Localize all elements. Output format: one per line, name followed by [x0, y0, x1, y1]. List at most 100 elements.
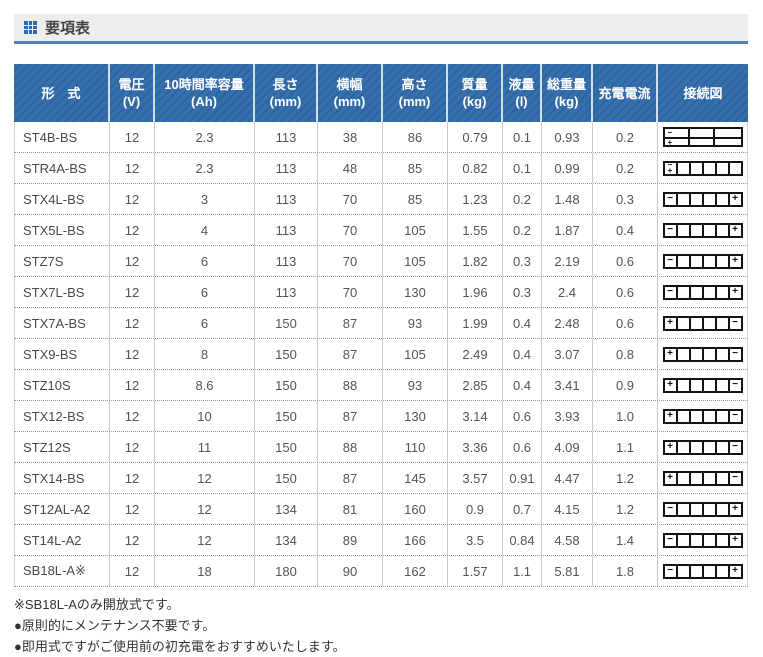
cell-width: 70: [318, 246, 383, 276]
cell-capacity: 3: [155, 184, 255, 214]
connection-diagram: + −: [662, 470, 743, 486]
cell-width: 87: [318, 463, 383, 493]
cell-mass: 2.85: [448, 370, 503, 400]
cell-width: 70: [318, 184, 383, 214]
cell-model: STZ7S: [14, 246, 110, 276]
cell-voltage: 12: [110, 494, 155, 524]
cell-mass: 1.23: [448, 184, 503, 214]
cell-capacity: 8: [155, 339, 255, 369]
note-item: ※SB18L-Aのみ開放式です。: [14, 597, 180, 612]
column-header-model: 形 式: [14, 64, 110, 122]
cell-length: 113: [255, 246, 318, 276]
cell-mass: 2.49: [448, 339, 503, 369]
cell-connection-diagram: − +: [658, 246, 748, 276]
cell-voltage: 12: [110, 215, 155, 245]
cell-connection-diagram: + −: [658, 463, 748, 493]
cell-liquid: 0.4: [503, 339, 542, 369]
cell-total_weight: 4.47: [542, 463, 593, 493]
cell-length: 113: [255, 277, 318, 307]
cell-length: 150: [255, 339, 318, 369]
cell-charge_current: 0.3: [593, 184, 658, 214]
cell-width: 70: [318, 215, 383, 245]
cell-liquid: 0.3: [503, 277, 542, 307]
cell-height: 105: [383, 246, 448, 276]
cell-mass: 1.82: [448, 246, 503, 276]
cell-capacity: 6: [155, 246, 255, 276]
column-header-charge_current: 充電電流: [593, 64, 658, 122]
cell-length: 150: [255, 463, 318, 493]
cell-length: 134: [255, 494, 318, 524]
cell-voltage: 12: [110, 401, 155, 431]
connection-diagram: + −: [662, 346, 743, 362]
table-row: ST14L-A2 12 12 134 89 166 3.5 0.84 4.58 1.4− +: [14, 525, 748, 556]
cell-connection-diagram: − +: [658, 122, 748, 152]
cell-voltage: 12: [110, 432, 155, 462]
cell-width: 38: [318, 122, 383, 152]
cell-total_weight: 3.07: [542, 339, 593, 369]
cell-width: 81: [318, 494, 383, 524]
cell-model: STZ12S: [14, 432, 110, 462]
cell-total_weight: 2.48: [542, 308, 593, 338]
cell-capacity: 4: [155, 215, 255, 245]
cell-connection-diagram: + −: [658, 339, 748, 369]
cell-mass: 3.5: [448, 525, 503, 555]
cell-height: 93: [383, 370, 448, 400]
cell-model: STX5L-BS: [14, 215, 110, 245]
cell-height: 93: [383, 308, 448, 338]
cell-total_weight: 2.19: [542, 246, 593, 276]
connection-diagram: + −: [662, 408, 743, 424]
cell-mass: 1.99: [448, 308, 503, 338]
cell-length: 134: [255, 525, 318, 555]
cell-voltage: 12: [110, 556, 155, 586]
cell-charge_current: 1.8: [593, 556, 658, 586]
cell-charge_current: 0.6: [593, 246, 658, 276]
cell-liquid: 0.4: [503, 370, 542, 400]
cell-charge_current: 1.2: [593, 463, 658, 493]
cell-model: STX14-BS: [14, 463, 110, 493]
cell-voltage: 12: [110, 246, 155, 276]
column-header-capacity: 10時間率容量 (Ah): [155, 64, 255, 122]
cell-liquid: 1.1: [503, 556, 542, 586]
cell-capacity: 12: [155, 463, 255, 493]
connection-diagram: − +: [662, 160, 743, 176]
spec-table: 形 式電圧 (V) 10時間率容量 (Ah) 長さ (mm) 横幅 (mm) 高さ (mm) 質量(…: [14, 64, 748, 587]
cell-capacity: 2.3: [155, 122, 255, 152]
connection-diagram: − +: [662, 532, 743, 548]
cell-width: 87: [318, 308, 383, 338]
column-header-diagram: 接続図: [658, 64, 748, 122]
cell-height: 160: [383, 494, 448, 524]
cell-liquid: 0.84: [503, 525, 542, 555]
table-row: STX7L-BS 12 6 113 70 130 1.96 0.3 2.4 0.6− +: [14, 277, 748, 308]
connection-diagram: − +: [662, 222, 743, 238]
connection-diagram: + −: [662, 315, 743, 331]
cell-length: 113: [255, 215, 318, 245]
cell-charge_current: 0.9: [593, 370, 658, 400]
column-header-liquid: 液量 (l): [503, 64, 542, 122]
cell-model: STX4L-BS: [14, 184, 110, 214]
cell-height: 105: [383, 215, 448, 245]
cell-voltage: 12: [110, 308, 155, 338]
table-row: STX5L-BS 12 4 113 70 105 1.55 0.2 1.87 0.4− +: [14, 215, 748, 246]
cell-height: 110: [383, 432, 448, 462]
cell-length: 150: [255, 308, 318, 338]
cell-charge_current: 0.4: [593, 215, 658, 245]
column-header-total_weight: 総重量 (kg): [542, 64, 593, 122]
cell-height: 86: [383, 122, 448, 152]
cell-capacity: 2.3: [155, 153, 255, 183]
cell-voltage: 12: [110, 525, 155, 555]
cell-liquid: 0.3: [503, 246, 542, 276]
cell-connection-diagram: − +: [658, 525, 748, 555]
cell-mass: 1.96: [448, 277, 503, 307]
cell-total_weight: 5.81: [542, 556, 593, 586]
cell-mass: 1.57: [448, 556, 503, 586]
column-header-voltage: 電圧 (V): [110, 64, 155, 122]
connection-diagram: − +: [662, 284, 743, 300]
cell-mass: 0.79: [448, 122, 503, 152]
cell-length: 150: [255, 370, 318, 400]
cell-model: STX7A-BS: [14, 308, 110, 338]
cell-height: 166: [383, 525, 448, 555]
table-row: ST4B-BS 12 2.3 113 38 86 0.79 0.1 0.93 0.2− +: [14, 122, 748, 153]
cell-charge_current: 0.8: [593, 339, 658, 369]
cell-height: 85: [383, 184, 448, 214]
